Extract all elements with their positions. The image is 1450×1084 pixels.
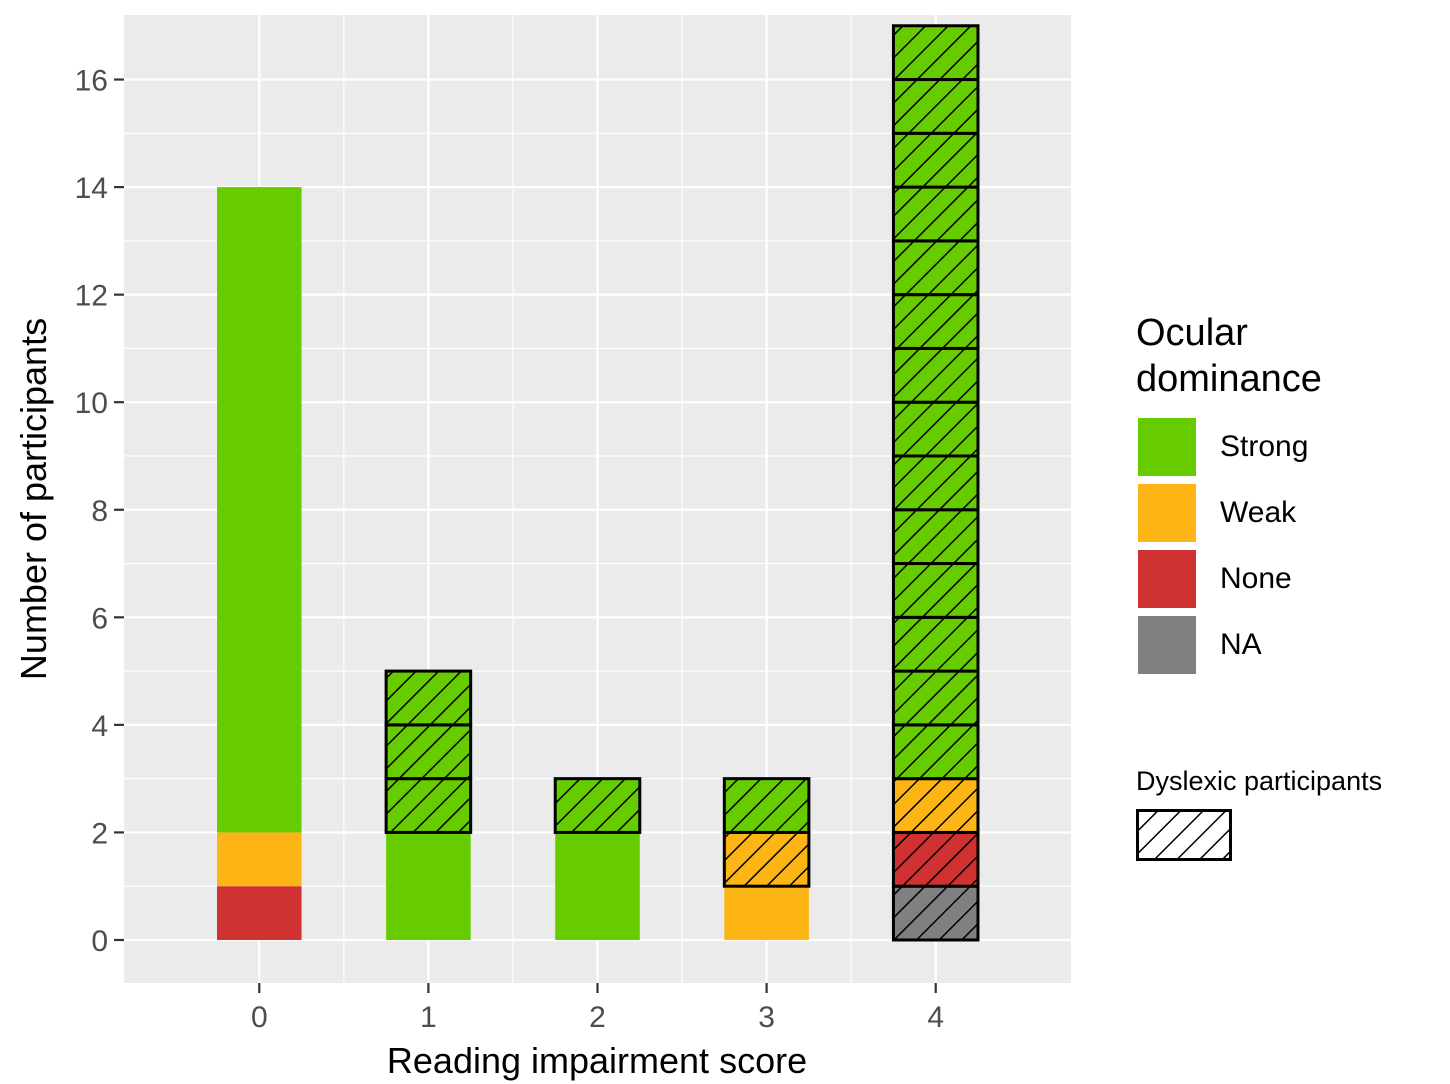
bar-segment-strong-dyslexic-hatch [891,185,980,243]
bar-segment-strong-dyslexic-hatch [891,239,980,297]
legend-title-line1: Ocular [1136,312,1248,354]
x-tick-label: 2 [589,1001,606,1034]
legend-key-strong [1136,416,1198,478]
y-axis: 0 2 4 6 8 10 12 14 16 [75,65,124,958]
bar-segment-weak [724,886,809,940]
x-tick-label: 0 [251,1001,268,1034]
y-axis-title: Number of participants [13,318,54,680]
y-tick-label: 8 [91,495,108,528]
legend-label-strong: Strong [1220,430,1309,463]
legend-label-none: None [1220,562,1292,595]
bar-segment-weak-dyslexic-hatch [722,830,811,888]
legend-dyslexic-title: Dyslexic participants [1136,766,1383,796]
bar-segment-strong-dyslexic-hatch [384,723,473,781]
x-tick-label: 1 [420,1001,437,1034]
bar-segment-strong-dyslexic-hatch [553,777,642,834]
legend-label-na: NA [1220,628,1262,661]
legend-item-na: NA [1136,612,1446,678]
x-axis-title: Reading impairment score [387,1040,807,1081]
x-tick-label: 3 [758,1001,775,1034]
legend-dyslexic: Dyslexic participants [1136,766,1450,866]
bar-segment-weak-dyslexic-hatch [891,777,980,834]
bar-segment-strong-dyslexic-hatch [891,723,980,781]
y-tick-label: 6 [91,602,108,635]
bar-segment-strong-dyslexic-hatch [722,777,811,834]
legend-key-weak [1136,482,1198,544]
bar-segment-strong-dyslexic-hatch [384,669,473,727]
y-tick-label: 0 [91,925,108,958]
bar-segment-none-dyslexic-hatch [891,830,980,888]
bar-segment-strong-dyslexic-hatch [891,293,980,350]
y-tick-label: 2 [91,817,108,850]
bar-segment-strong-dyslexic-hatch [891,508,980,566]
bar-segment-strong-dyslexic-hatch [891,24,980,82]
bar-segment-none [217,886,302,940]
y-tick-label: 10 [75,387,108,420]
y-tick-label: 12 [75,280,108,313]
bar-segment-strong [555,832,640,940]
y-tick-label: 14 [75,172,108,205]
legend-key-na [1136,614,1198,676]
bar-segment-weak [217,832,302,887]
legend-ocular-dominance: Ocular dominance Strong Weak None NA [1136,310,1446,678]
legend-key-dyslexic-hatch [1136,809,1232,861]
y-tick-label: 16 [75,65,108,98]
bars [217,24,980,942]
bar-segment-strong-dyslexic-hatch [891,454,980,512]
x-axis: 0 1 2 3 4 [251,983,944,1034]
legend-item-strong: Strong [1136,414,1446,480]
bar-segment-strong-dyslexic-hatch [891,400,980,458]
x-tick-label: 4 [927,1001,944,1034]
legend-item-none: None [1136,546,1446,612]
legend-title: Ocular dominance [1136,310,1446,402]
legend-item-weak: Weak [1136,480,1446,546]
bar-segment-strong [386,832,471,940]
bar-segment-strong-dyslexic-hatch [891,562,980,619]
bar-segment-strong [217,187,302,833]
legend-title-line2: dominance [1136,358,1322,400]
bar-segment-strong-dyslexic-hatch [891,669,980,727]
bar-segment-strong-dyslexic-hatch [891,346,980,404]
bar-segment-strong-dyslexic-hatch [891,78,980,135]
bar-segment-strong-dyslexic-hatch [891,615,980,673]
legend-label-weak: Weak [1220,496,1297,529]
bar-segment-na-dyslexic-hatch [891,884,980,942]
bar-segment-strong-dyslexic-hatch [891,131,980,189]
legend-key-none [1136,548,1198,610]
bar-segment-strong-dyslexic-hatch [384,777,473,834]
y-tick-label: 4 [91,710,108,743]
